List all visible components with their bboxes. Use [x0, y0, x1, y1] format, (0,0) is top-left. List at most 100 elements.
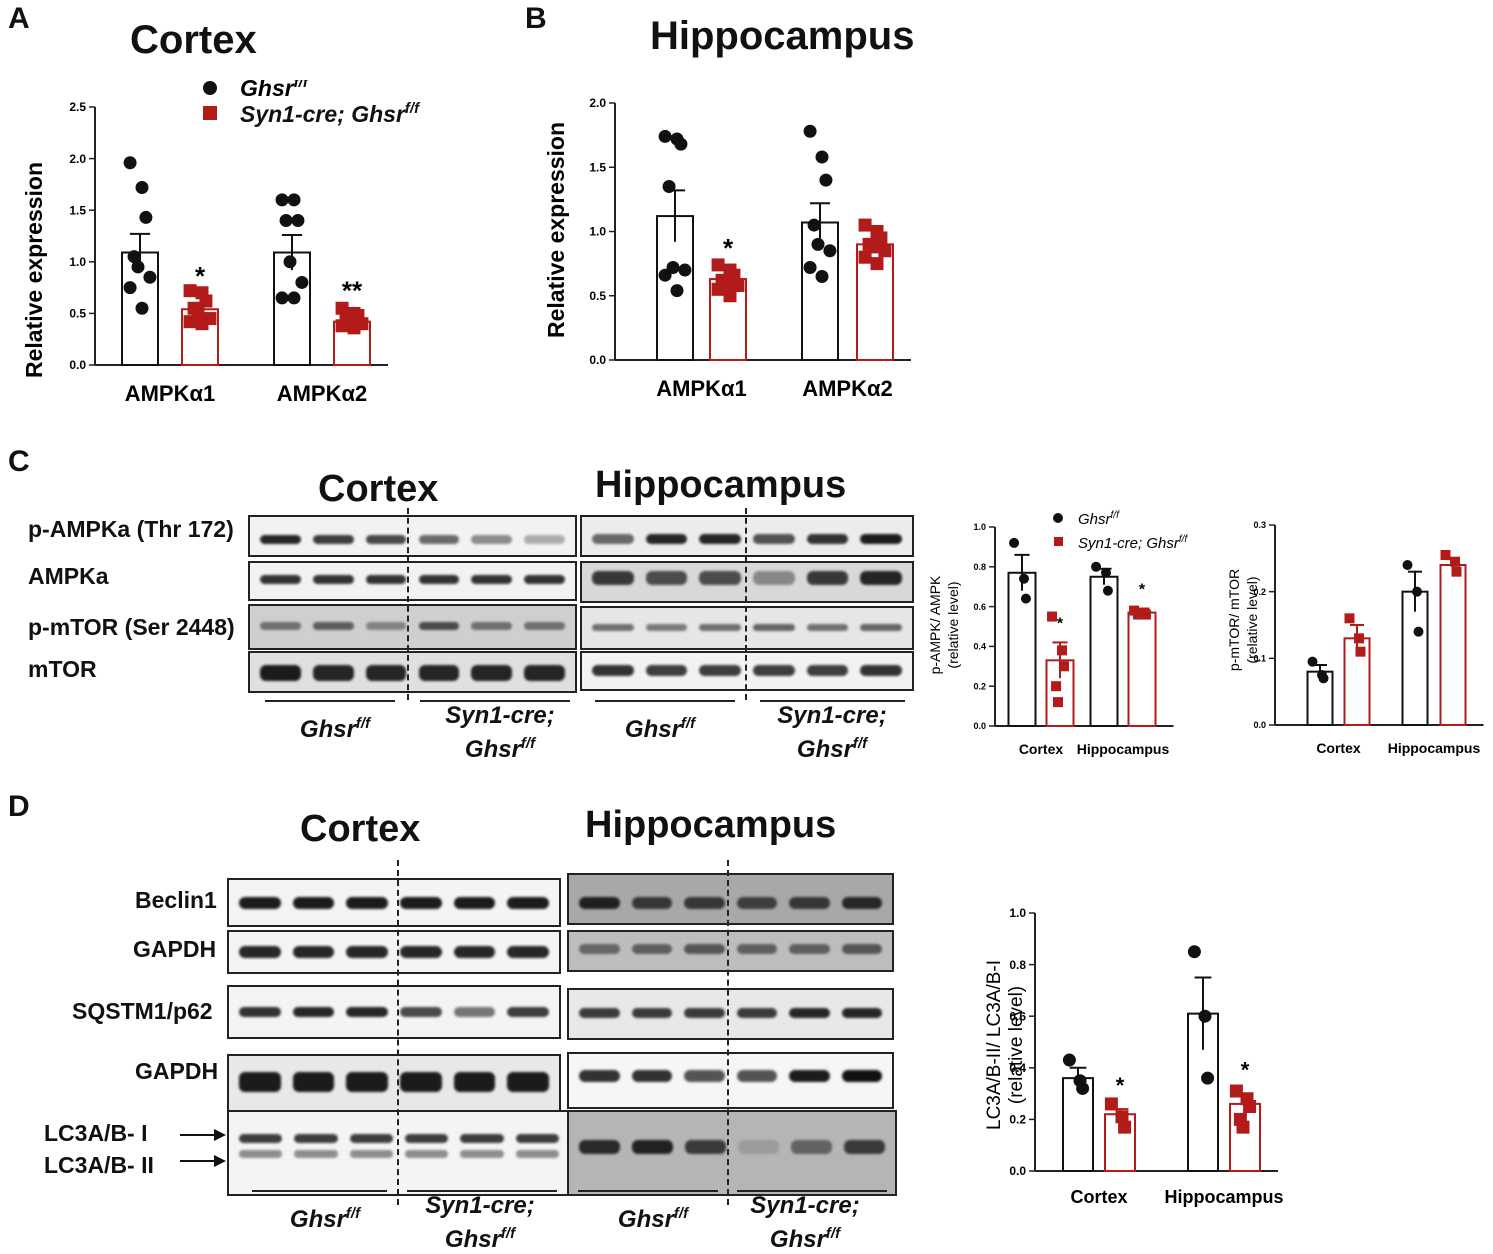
blot-band — [239, 1150, 283, 1158]
blot-d-row-label: GAPDH — [133, 936, 217, 962]
bar — [1439, 564, 1467, 726]
blot-band — [515, 1134, 559, 1143]
blot-band — [400, 897, 442, 909]
y-tick-label: 1.0 — [1009, 906, 1026, 920]
data-point — [291, 214, 305, 228]
blot-band — [365, 665, 407, 681]
data-point — [1307, 656, 1318, 667]
blot-band — [736, 1070, 777, 1082]
blot-band — [645, 571, 688, 585]
data-point — [1019, 573, 1029, 584]
blot-band — [346, 946, 388, 958]
y-tick-label: 0.2 — [973, 681, 986, 691]
blot-band — [471, 575, 513, 584]
data-point — [807, 218, 821, 232]
blot-band — [471, 535, 513, 544]
blot-c-cortex-title: Cortex — [318, 468, 439, 510]
data-point — [711, 258, 725, 272]
data-point — [1115, 1110, 1129, 1124]
data-point — [803, 124, 817, 138]
blot-band — [400, 946, 442, 958]
blot-image — [567, 930, 894, 972]
category-label: AMPKα1 — [125, 381, 216, 406]
significance-label: * — [195, 261, 206, 291]
blot-c-row-label: AMPKa — [28, 563, 109, 589]
significance-label: * — [1241, 1058, 1250, 1083]
chart-d-ylabel2: (relative level) — [1006, 986, 1027, 1104]
data-point — [674, 137, 688, 151]
group-label-ctrl: Ghsrf/f — [617, 1205, 689, 1233]
blot-band — [405, 1150, 449, 1158]
data-point — [1450, 556, 1460, 567]
data-point — [135, 301, 149, 315]
y-tick-label: 1.0 — [973, 522, 986, 532]
category-label: Cortex — [1019, 741, 1064, 757]
group-underline — [420, 700, 570, 702]
data-point — [1058, 661, 1069, 672]
blot-band — [631, 1008, 672, 1018]
significance-label: * — [1139, 582, 1146, 599]
blot-band — [789, 1070, 830, 1082]
blot-band — [806, 665, 849, 676]
data-point — [295, 275, 309, 289]
data-point — [1354, 633, 1364, 644]
blot-band — [753, 534, 795, 544]
blot-band — [239, 1134, 283, 1143]
blot-c-row-label: p-mTOR (Ser 2448) — [28, 614, 235, 640]
bar — [273, 251, 311, 366]
category-label: Hippocampus — [1077, 741, 1170, 757]
data-point — [1451, 566, 1462, 577]
blot-image — [580, 651, 914, 691]
data-point — [143, 270, 157, 284]
y-tick-label: 0.8 — [973, 562, 986, 572]
legend-ko-label: Syn1-cre; Ghsrf/f — [240, 100, 421, 127]
group-label-ctrl: Ghsrf/f — [299, 715, 371, 743]
y-tick-label: 0.0 — [1009, 1164, 1026, 1178]
data-point — [123, 281, 137, 295]
y-tick-label: 1.0 — [69, 255, 86, 269]
category-label: Cortex — [1070, 1187, 1127, 1207]
data-point — [815, 150, 829, 164]
blot-image — [227, 1054, 561, 1113]
chart-d-ylabel: LC3A/B-II/ LC3A/B-I — [984, 960, 1005, 1130]
blot-band — [524, 535, 565, 544]
legend-ctrl-label: Ghsrf/f — [1078, 510, 1120, 528]
data-point — [335, 301, 349, 315]
group-label-ko: Syn1-cre; Ghsrf/f — [445, 702, 555, 763]
blot-band — [579, 944, 620, 954]
data-point — [858, 250, 872, 264]
data-point — [731, 278, 745, 292]
blot-band — [239, 946, 281, 958]
blot-image — [567, 1110, 897, 1196]
blot-band — [592, 665, 634, 676]
blot-band — [579, 1140, 620, 1154]
y-tick-label: 2.0 — [589, 96, 606, 110]
group-underline — [407, 1190, 557, 1192]
y-tick-label: 0.4 — [1009, 1061, 1026, 1075]
blot-band — [507, 1072, 549, 1092]
data-point — [1053, 697, 1063, 708]
blot-band — [260, 535, 301, 544]
blot-band — [806, 571, 849, 585]
chart-c2-ylabel: p-mTOR/ mTOR — [1226, 569, 1242, 671]
y-tick-label: 0.5 — [589, 289, 606, 303]
category-label: Cortex — [1316, 740, 1361, 756]
blot-c-divider — [407, 508, 409, 700]
y-tick-label: 1.5 — [589, 160, 606, 174]
category-label: AMPKα2 — [802, 376, 893, 401]
chart-c1-ylabel: p-AMPK/ AMPK — [927, 575, 943, 674]
blot-d-row-label: SQSTM1/p62 — [72, 998, 213, 1024]
chart-b-ylabel: Relative expression — [543, 122, 569, 338]
blot-band — [736, 1008, 777, 1018]
data-point — [866, 240, 880, 254]
y-tick-label: 0.6 — [1009, 1009, 1026, 1023]
blot-band — [753, 624, 795, 631]
blot-band — [699, 534, 741, 544]
blot-band — [292, 1072, 335, 1092]
data-point — [123, 156, 137, 170]
chart-d: LC3A/B-II/ LC3A/B-I (relative level) 0.0… — [984, 906, 1284, 1207]
bar — [1401, 590, 1429, 726]
chart-c1-ylabel2: (relative level) — [945, 581, 961, 668]
blot-d-divider — [727, 860, 729, 1205]
data-point — [335, 319, 349, 333]
